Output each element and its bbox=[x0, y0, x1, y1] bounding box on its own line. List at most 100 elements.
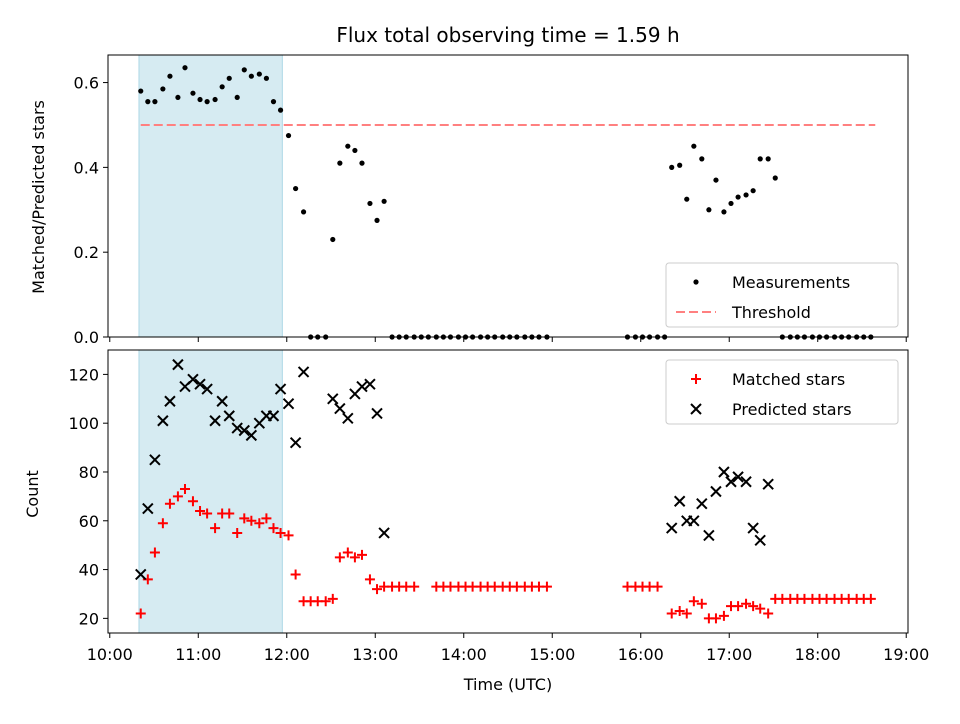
y-tick-label: 20 bbox=[79, 609, 99, 628]
matched-star-point bbox=[342, 547, 353, 558]
measurement-point bbox=[743, 192, 749, 198]
legend: Matched stars Predicted stars bbox=[665, 359, 899, 425]
predicted-star-point bbox=[688, 515, 700, 527]
predicted-star-point bbox=[342, 412, 354, 425]
predicted-star-point bbox=[157, 415, 169, 427]
measurement-point bbox=[226, 75, 232, 81]
matched-star-point bbox=[748, 601, 759, 612]
measurement-point bbox=[160, 86, 166, 92]
y-tick-label: 0.4 bbox=[74, 158, 99, 177]
measurement-point bbox=[182, 65, 188, 71]
matched-star-point bbox=[246, 515, 257, 526]
predicted-star-point bbox=[725, 476, 737, 488]
legend-matched-marker bbox=[691, 374, 701, 384]
measurement-point bbox=[728, 200, 734, 207]
predicted-star-point bbox=[201, 383, 213, 395]
measurement-point bbox=[285, 132, 292, 139]
matched-star-point bbox=[755, 603, 766, 614]
matched-star-point bbox=[681, 608, 692, 619]
matched-star-point bbox=[320, 596, 331, 607]
matched-star-point bbox=[157, 518, 168, 529]
matched-star-point bbox=[268, 523, 279, 534]
matched-star-point bbox=[763, 608, 774, 619]
measurement-point bbox=[241, 67, 247, 73]
predicted-star-point bbox=[747, 522, 759, 534]
predicted-star-point bbox=[164, 395, 176, 407]
predicted-star-point bbox=[666, 522, 678, 534]
predicted-star-point bbox=[274, 383, 287, 395]
legend-box bbox=[665, 262, 899, 328]
measurement-point bbox=[248, 73, 254, 79]
chart-title: Flux total observing time = 1.59 h bbox=[336, 23, 679, 47]
measurement-point bbox=[263, 75, 270, 81]
measurement-point bbox=[713, 177, 719, 183]
measurement-point bbox=[212, 96, 218, 103]
predicted-star-point bbox=[754, 534, 766, 547]
predicted-star-point bbox=[297, 366, 310, 378]
predicted-star-point bbox=[245, 429, 258, 442]
bottom-xlabel: Time (UTC) bbox=[463, 675, 552, 694]
measurement-point bbox=[735, 194, 741, 200]
matched-star-point bbox=[541, 581, 552, 592]
matched-star-point bbox=[349, 552, 360, 563]
y-tick-label: 40 bbox=[79, 561, 99, 580]
matched-star-point bbox=[210, 523, 221, 534]
measurement-point bbox=[197, 96, 203, 103]
x-tick-label: 11:00 bbox=[175, 645, 221, 664]
top-ylabel: Matched/Predicted stars bbox=[29, 100, 48, 294]
measurement-point bbox=[352, 147, 358, 154]
predicted-star-point bbox=[732, 471, 744, 483]
measurement-point bbox=[772, 175, 778, 181]
matched-star-point bbox=[283, 530, 294, 541]
matched-star-point bbox=[696, 598, 707, 609]
shaded-span bbox=[138, 54, 283, 338]
matched-star-point bbox=[718, 610, 729, 621]
predicted-star-point bbox=[194, 378, 206, 390]
predicted-star-point bbox=[356, 380, 368, 393]
matched-star-point bbox=[239, 513, 250, 524]
matched-star-point bbox=[688, 596, 699, 607]
legend-measurement-marker bbox=[693, 279, 699, 285]
measurement-point bbox=[300, 209, 307, 215]
top-panel: 0.0 0.2 0.4 0.6 Measurements Threshold bbox=[74, 54, 909, 347]
predicted-star-point bbox=[209, 415, 221, 427]
matched-star-point bbox=[172, 491, 183, 502]
x-tick-label: 18:00 bbox=[795, 645, 841, 664]
predicted-star-point bbox=[378, 527, 390, 539]
measurement-point bbox=[277, 107, 284, 113]
predicted-star-point bbox=[718, 466, 730, 478]
y-tick-label: 100 bbox=[68, 414, 99, 433]
x-tick-label: 14:00 bbox=[441, 645, 487, 664]
matched-star-point bbox=[409, 581, 420, 592]
bottom-ylabel: Count bbox=[23, 470, 42, 518]
matched-star-point bbox=[372, 584, 383, 595]
matched-star-point bbox=[149, 547, 160, 558]
axes-frame bbox=[107, 54, 909, 338]
matched-star-point bbox=[666, 608, 677, 619]
measurement-point bbox=[699, 156, 705, 162]
measurement-point bbox=[204, 99, 210, 105]
predicted-star-point bbox=[703, 529, 715, 542]
matched-star-point bbox=[179, 484, 190, 495]
measurement-point bbox=[721, 209, 727, 215]
predicted-star-point bbox=[142, 502, 154, 515]
measurement-point bbox=[175, 94, 181, 101]
measurement-point bbox=[337, 160, 343, 166]
measurement-point bbox=[330, 236, 336, 243]
predicted-star-point bbox=[762, 478, 774, 490]
measurement-point bbox=[345, 143, 351, 149]
measurement-point bbox=[381, 198, 387, 204]
measurement-point bbox=[145, 99, 151, 105]
matched-star-point bbox=[741, 598, 752, 609]
measurement-point bbox=[765, 156, 771, 162]
measurement-point bbox=[374, 217, 380, 223]
predicted-star-point bbox=[267, 410, 280, 422]
y-tick-label: 80 bbox=[79, 463, 99, 482]
matched-star-point bbox=[195, 506, 206, 517]
measurement-point bbox=[219, 84, 225, 90]
y-tick-label: 120 bbox=[68, 365, 99, 384]
matched-star-point bbox=[733, 601, 744, 612]
matched-star-point bbox=[275, 527, 286, 538]
measurement-point bbox=[234, 94, 240, 101]
